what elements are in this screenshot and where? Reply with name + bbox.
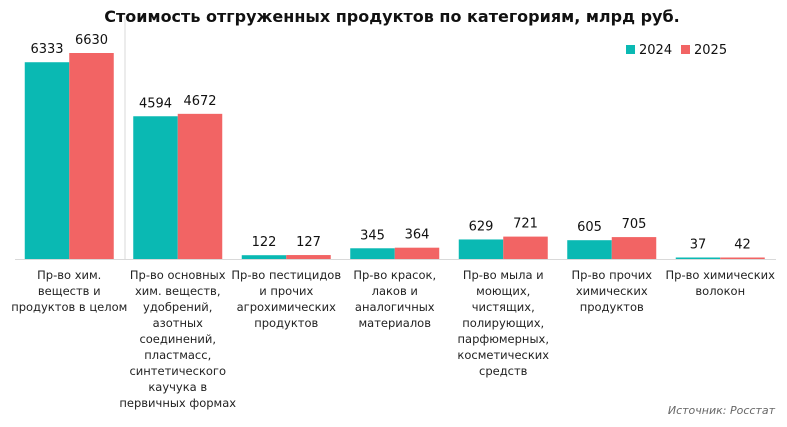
data-label: 127 <box>296 235 321 250</box>
bar-2024-0 <box>24 62 70 259</box>
bar-2024-5 <box>567 240 612 259</box>
data-label: 42 <box>734 238 751 253</box>
category-label: Пр-во хим. веществ и продуктов в целом <box>11 268 127 314</box>
legend-label: 2025 <box>694 43 727 58</box>
category-label: Пр-во пестицидов и прочих агрохимических пр… <box>231 268 341 330</box>
data-label: 721 <box>513 217 538 232</box>
bar-2025-4 <box>503 236 548 259</box>
data-label: 629 <box>469 219 494 234</box>
data-label: 364 <box>405 228 430 243</box>
chart-title: Стоимость отгруженных продуктов по катег… <box>104 7 679 26</box>
data-label: 6630 <box>75 33 108 48</box>
category-label: Пр-во прочих химических продуктов <box>572 268 653 314</box>
source-note: Источник: Росстат <box>668 404 776 417</box>
bar-2024-4 <box>458 239 504 259</box>
bar-2025-1 <box>177 113 223 260</box>
category-label: Пр-во мыла и моющих, чистящих, полирующих, п… <box>457 268 549 378</box>
data-label: 4672 <box>183 94 216 109</box>
bar-2024-3 <box>350 248 395 259</box>
bar-2025-6 <box>720 257 765 259</box>
legend-label: 2024 <box>639 43 672 58</box>
bar-2025-2 <box>286 255 331 259</box>
legend-swatch <box>626 45 635 54</box>
data-label: 122 <box>252 235 277 250</box>
data-label: 37 <box>690 238 707 253</box>
bar-2024-6 <box>675 257 721 259</box>
data-label: 6333 <box>30 42 63 57</box>
bar-2024-1 <box>133 116 178 259</box>
data-label: 4594 <box>139 96 172 111</box>
data-label: 345 <box>360 228 385 243</box>
bar-2025-3 <box>394 247 440 259</box>
data-label: 705 <box>622 217 647 232</box>
bar-2024-2 <box>241 255 287 259</box>
legend: 2024 2025 <box>626 43 727 58</box>
data-label: 605 <box>577 220 602 235</box>
category-label: Пр-во красок, лаков и аналогичных материало… <box>353 268 436 330</box>
category-label: Пр-во химических волокон <box>666 268 776 298</box>
bar-2025-0 <box>69 53 114 259</box>
bar-2025-5 <box>611 237 657 259</box>
category-label: Пр-во основных хим. веществ, удобрений, азо… <box>119 268 236 410</box>
legend-swatch <box>681 45 690 54</box>
